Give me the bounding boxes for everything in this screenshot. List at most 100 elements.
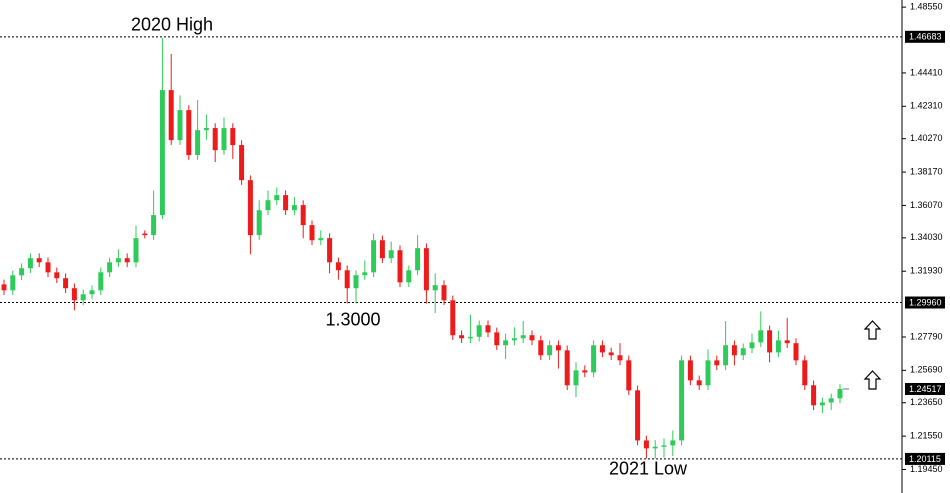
candle-body bbox=[10, 275, 16, 291]
candle-body bbox=[265, 200, 271, 211]
up-arrow bbox=[863, 370, 882, 390]
price-box bbox=[905, 30, 945, 43]
candle-body bbox=[36, 258, 42, 263]
candle-body bbox=[397, 250, 403, 283]
y-tick-label: 1.31930 bbox=[910, 266, 943, 276]
candle-body bbox=[450, 300, 456, 336]
y-tick-label: 1.27790 bbox=[910, 331, 943, 341]
candle-body bbox=[344, 270, 350, 289]
candle-body bbox=[177, 110, 183, 141]
candle-body bbox=[168, 90, 174, 141]
candle-body bbox=[503, 340, 509, 346]
candle-body bbox=[19, 268, 25, 276]
candle-body bbox=[221, 128, 227, 151]
candle-body bbox=[133, 238, 139, 263]
candle-body bbox=[142, 233, 148, 236]
annotation: 2021 Low bbox=[609, 459, 688, 479]
candle-body bbox=[819, 402, 825, 406]
price-box-label: 1.20115 bbox=[909, 454, 941, 464]
y-tick-label: 1.25690 bbox=[910, 365, 943, 375]
y-tick-label: 1.48550 bbox=[910, 2, 943, 12]
price-box bbox=[905, 382, 945, 395]
candle-body bbox=[239, 145, 245, 181]
candle-body bbox=[775, 340, 781, 353]
candle-body bbox=[494, 332, 500, 346]
price-box-label: 1.29960 bbox=[909, 297, 942, 307]
candle-body bbox=[802, 360, 808, 386]
y-tick-label: 1.40270 bbox=[910, 133, 943, 143]
candle-body bbox=[300, 205, 306, 226]
candle-body bbox=[54, 272, 60, 279]
candle-body bbox=[555, 345, 561, 351]
candle-body bbox=[582, 370, 588, 373]
candle-body bbox=[353, 275, 359, 289]
candle-body bbox=[63, 278, 69, 289]
y-tick-label: 1.23650 bbox=[910, 397, 943, 407]
candle-body bbox=[423, 248, 429, 291]
candle-body bbox=[89, 290, 95, 295]
candle-body bbox=[767, 330, 773, 353]
candle-body bbox=[661, 445, 667, 447]
candle-body bbox=[71, 288, 77, 301]
candle-body bbox=[793, 343, 799, 361]
y-tick-label: 1.19450 bbox=[910, 464, 943, 474]
candle-body bbox=[784, 340, 790, 344]
candle-body bbox=[467, 336, 473, 339]
candle-body bbox=[564, 350, 570, 386]
candle-body bbox=[195, 130, 201, 156]
candle-body bbox=[538, 340, 544, 356]
candle-body bbox=[811, 385, 817, 406]
candle-body bbox=[45, 262, 51, 273]
candle-body bbox=[635, 390, 641, 441]
annotation: 1.3000 bbox=[325, 309, 380, 329]
candle-body bbox=[406, 270, 412, 283]
y-tick-label: 1.38170 bbox=[910, 166, 943, 176]
candle-body bbox=[758, 330, 764, 343]
candle-body bbox=[186, 110, 192, 156]
candle-body bbox=[432, 285, 438, 291]
candle-body bbox=[476, 325, 482, 337]
candle-body bbox=[230, 128, 236, 146]
candle-body bbox=[98, 272, 104, 291]
candle-body bbox=[670, 440, 676, 446]
candle-body bbox=[124, 258, 130, 263]
candle-body bbox=[151, 215, 157, 236]
candle-body bbox=[441, 285, 447, 301]
price-box bbox=[905, 452, 945, 465]
candle-body bbox=[1, 284, 7, 291]
candle-body bbox=[511, 338, 517, 341]
y-tick-label: 1.34030 bbox=[910, 232, 943, 242]
candle-body bbox=[679, 360, 685, 441]
candle-body bbox=[740, 348, 746, 356]
candle-body bbox=[107, 262, 113, 273]
price-box-label: 1.24517 bbox=[909, 384, 942, 394]
candle-body bbox=[749, 342, 755, 349]
annotation: 2020 High bbox=[131, 15, 213, 35]
candle-body bbox=[520, 335, 526, 339]
candle-body bbox=[652, 446, 658, 449]
candle-body bbox=[309, 225, 315, 241]
candle-body bbox=[203, 128, 209, 131]
candle-body bbox=[388, 250, 394, 259]
candle-body bbox=[371, 240, 377, 273]
candle-body bbox=[696, 380, 702, 386]
candle-body bbox=[643, 440, 649, 449]
candle-body bbox=[617, 355, 623, 361]
candle-body bbox=[318, 238, 324, 241]
candle-body bbox=[115, 258, 121, 263]
candle-body bbox=[291, 205, 297, 211]
candle-body bbox=[335, 262, 341, 271]
candle-body bbox=[591, 345, 597, 373]
candle-body bbox=[608, 352, 614, 356]
candle-body bbox=[459, 335, 465, 339]
candle-body bbox=[379, 240, 385, 259]
candle-body bbox=[415, 248, 421, 271]
candle-body bbox=[159, 90, 165, 216]
candle-body bbox=[256, 210, 262, 236]
candle-body bbox=[705, 360, 711, 386]
candle-body bbox=[547, 345, 553, 356]
y-tick-label: 1.44410 bbox=[910, 67, 943, 77]
candle-body bbox=[599, 345, 605, 353]
